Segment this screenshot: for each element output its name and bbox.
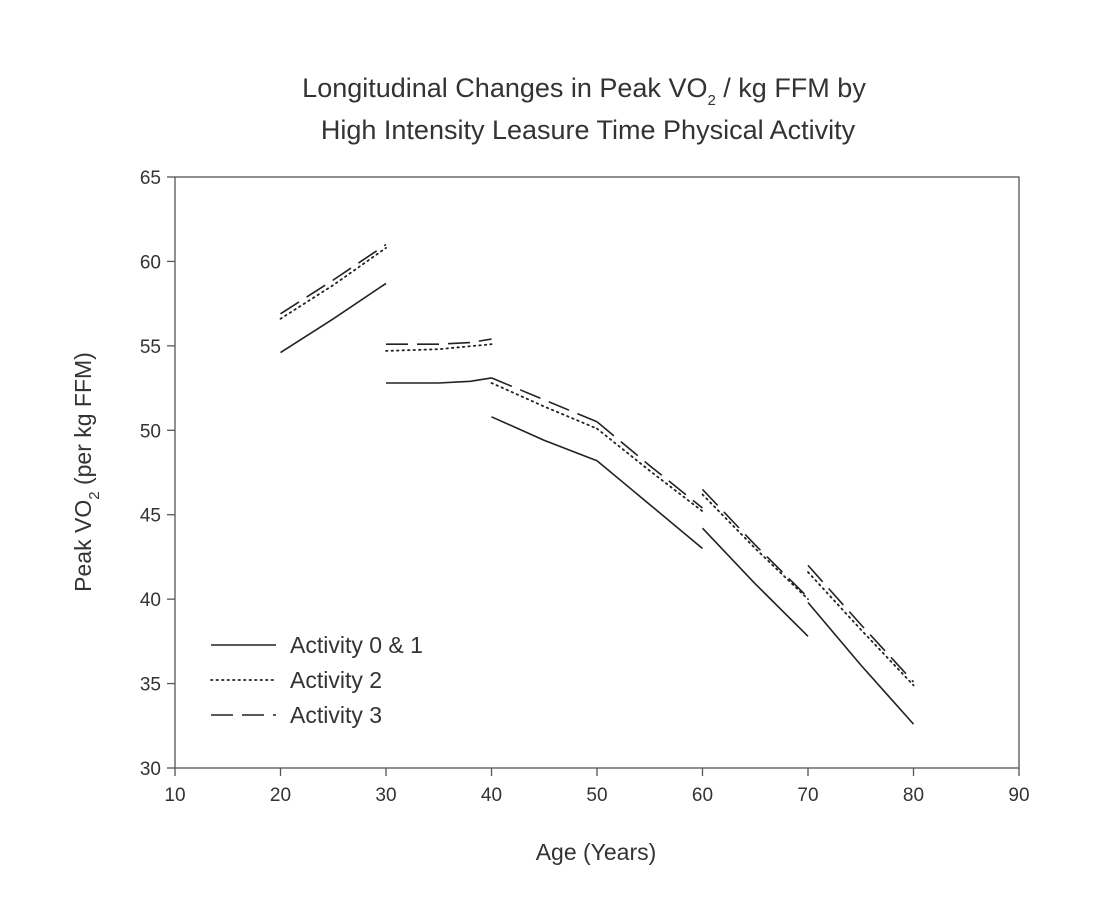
series-line-segment [596, 460, 704, 550]
y-axis: 30 35 40 45 50 55 60 65 [140, 168, 175, 780]
series-line-segment [491, 377, 598, 423]
legend: Activity 0 & 1 Activity 2 Activity 3 [210, 632, 423, 728]
series-line-segment [386, 377, 492, 384]
series-0 [280, 282, 915, 725]
legend-item-activity-0-1: Activity 0 & 1 [211, 632, 423, 658]
x-tick-label: 80 [903, 785, 924, 806]
series-layer [279, 243, 915, 725]
y-tick-label: 60 [140, 252, 161, 273]
x-tick-label: 10 [164, 785, 185, 806]
series-line-segment [280, 243, 387, 315]
series-line-segment [386, 338, 492, 346]
x-tick-label: 40 [481, 785, 502, 806]
series-2 [280, 243, 915, 683]
series-line-segment [807, 601, 915, 725]
y-tick-label: 55 [140, 337, 161, 358]
y-tick-label: 30 [140, 759, 161, 780]
x-tick-label: 90 [1008, 785, 1029, 806]
legend-label: Activity 0 & 1 [290, 632, 423, 658]
legend-label: Activity 2 [290, 667, 382, 693]
x-axis: 10 20 30 40 50 60 70 80 90 [164, 768, 1030, 806]
legend-label: Activity 3 [290, 702, 382, 728]
legend-item-activity-2: Activity 2 [210, 667, 382, 693]
y-tick-label: 50 [140, 421, 161, 442]
y-tick-label: 35 [140, 675, 161, 696]
x-tick-label: 20 [270, 785, 291, 806]
series-line-segment [490, 382, 598, 430]
y-tick-label: 65 [140, 168, 161, 189]
series-line-segment [701, 488, 809, 599]
series-line-segment [701, 527, 809, 637]
series-1 [279, 246, 915, 687]
legend-item-activity-3: Activity 3 [211, 702, 382, 728]
series-line-segment [279, 246, 387, 320]
series-line-segment [491, 416, 598, 462]
series-line-segment [280, 282, 387, 354]
x-tick-label: 50 [586, 785, 607, 806]
y-axis-label: Peak VO2 (per kg FFM) [70, 352, 103, 592]
x-axis-label: Age (Years) [536, 839, 657, 865]
chart-title-line2: High Intensity Leasure Time Physical Act… [321, 115, 856, 145]
chart-title-line1: Longitudinal Changes in Peak VO2 / kg FF… [302, 73, 866, 109]
x-tick-label: 30 [375, 785, 396, 806]
series-line-segment [596, 427, 704, 513]
series-line-segment [807, 564, 915, 683]
y-tick-label: 45 [140, 506, 161, 527]
series-line-segment [807, 571, 915, 687]
x-tick-label: 70 [797, 785, 818, 806]
x-tick-label: 60 [692, 785, 713, 806]
series-line-segment [596, 421, 704, 509]
y-tick-label: 40 [140, 590, 161, 611]
series-line-segment [385, 343, 493, 352]
